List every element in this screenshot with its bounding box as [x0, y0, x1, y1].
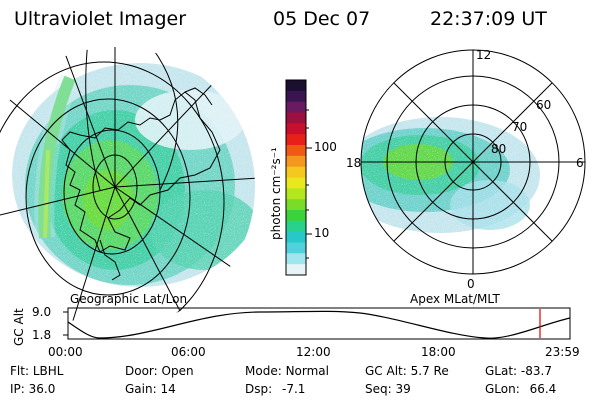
altitude-xtick-1200: 12:00 [296, 345, 331, 359]
colorbar-swatch [286, 90, 306, 103]
colorbar-swatch [286, 177, 306, 189]
mlat-label-70: 70 [512, 120, 528, 134]
info-mode: Mode: Normal [245, 364, 329, 378]
altitude-ylabel: GC Alt [12, 308, 26, 346]
geographic-map [0, 47, 255, 327]
colorbar-swatch [286, 112, 306, 124]
ip-value: 36.0 [28, 382, 56, 396]
altitude-xtick-0000: 00:00 [48, 345, 83, 359]
colorbar-swatch [286, 101, 306, 113]
info-door: Door: Open [125, 364, 194, 378]
colorbar-swatch [286, 145, 306, 157]
info-seq: Seq: 39 [365, 382, 411, 396]
mlat-label-80: 80 [491, 142, 507, 156]
colorbar-swatch [286, 134, 306, 146]
colorbar-swatch [286, 220, 306, 233]
altitude-xtick-1800: 18:00 [421, 345, 456, 359]
gc-alt-value: 5.7 Re [410, 364, 449, 378]
door-value: Open [161, 364, 194, 378]
altitude-xtick-0600: 06:00 [171, 345, 206, 359]
info-gc-alt: GC Alt: 5.7 Re [365, 364, 449, 378]
glat-value: -83.7 [520, 364, 552, 378]
date-label: 05 Dec 07 [273, 8, 371, 30]
altitude-plot [63, 307, 571, 340]
info-ip: IP: 36.0 [10, 382, 56, 396]
mlt-label-12: 12 [476, 48, 492, 62]
info-dsp: Dsp: -7.1 [245, 382, 306, 396]
colorbar-swatch [286, 80, 306, 92]
colorbar-unit-label: photon cm⁻²s⁻¹ [269, 147, 283, 240]
colorbar-swatch [286, 123, 306, 135]
mlat-label-60: 60 [536, 98, 552, 112]
colorbar-swatch [286, 231, 306, 243]
geographic-caption: Geographic Lat/Lon [70, 292, 188, 306]
mode-value: Normal [285, 364, 329, 378]
info-glon: GLon: 66.4 [485, 382, 557, 396]
altitude-xtick-2359: 23:59 [545, 345, 580, 359]
instrument-title: Ultraviolet Imager [14, 8, 187, 30]
info-filter: Flt: LBHL [10, 364, 64, 378]
time-label: 22:37:09 UT [430, 8, 547, 30]
colorbar-swatch [286, 199, 306, 211]
info-gain: Gain: 14 [125, 382, 176, 396]
altitude-ytick-1.8: 1.8 [32, 328, 52, 342]
colorbar-swatch [286, 155, 306, 168]
colorbar-swatch [286, 188, 306, 200]
info-glat: GLat: -83.7 [485, 364, 552, 378]
colorbar-swatch [286, 253, 306, 265]
colorbar-swatch [286, 210, 306, 222]
glon-value: 66.4 [529, 382, 557, 396]
apex-caption: Apex MLat/MLT [410, 292, 500, 306]
colorbar-tick-10: 10 [314, 226, 330, 240]
colorbar-tick-100: 100 [314, 140, 337, 154]
filter-value: LBHL [32, 364, 64, 378]
colorbar-swatch [286, 242, 306, 254]
mlt-label-0: 0 [467, 277, 475, 291]
colorbar-swatch [286, 264, 306, 276]
mlt-label-6: 6 [576, 156, 584, 170]
polar-map [360, 49, 586, 275]
color-bar [285, 79, 312, 276]
altitude-ytick-9: 9.0 [32, 305, 52, 319]
dsp-value: -7.1 [281, 382, 306, 396]
colorbar-swatch [286, 166, 306, 178]
gain-value: 14 [160, 382, 176, 396]
mlt-label-18: 18 [346, 156, 362, 170]
seq-value: 39 [395, 382, 411, 396]
